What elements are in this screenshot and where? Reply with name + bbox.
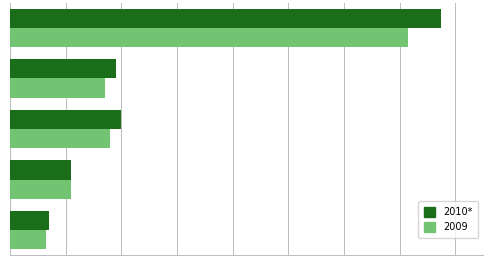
- Legend: 2010*, 2009: 2010*, 2009: [418, 201, 478, 238]
- Bar: [10, 230, 46, 249]
- Bar: [10, 78, 105, 98]
- Bar: [10, 160, 71, 180]
- Bar: [10, 129, 110, 148]
- Bar: [10, 211, 49, 230]
- Bar: [10, 28, 408, 47]
- Bar: [10, 110, 121, 129]
- Bar: [10, 59, 116, 78]
- Bar: [10, 180, 71, 199]
- Bar: [10, 9, 441, 28]
